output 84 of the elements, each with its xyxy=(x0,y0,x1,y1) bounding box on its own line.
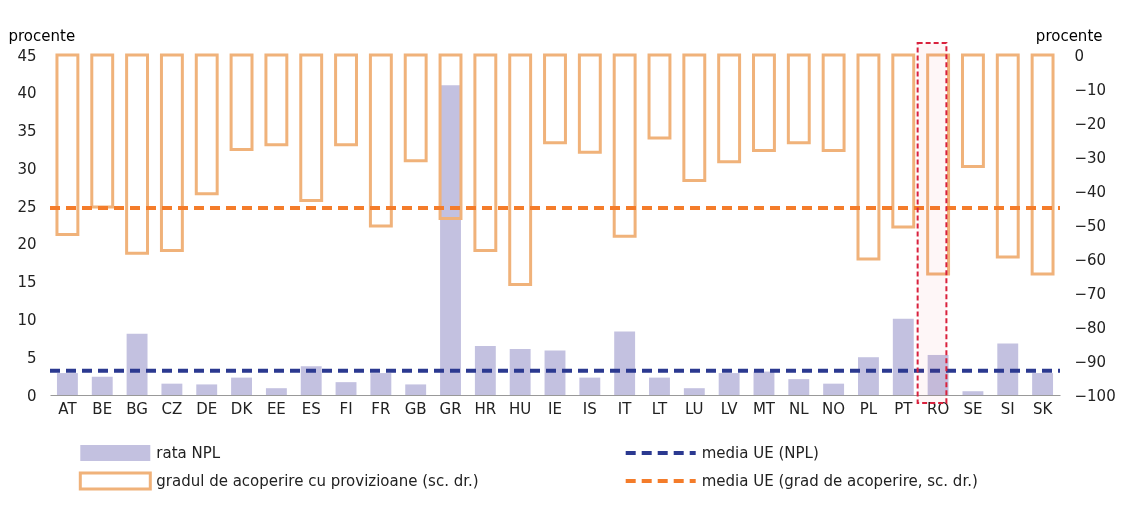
x-tick-label: FR xyxy=(371,399,391,418)
x-tick-label: SE xyxy=(963,399,983,418)
x-tick-label: BG xyxy=(126,399,148,418)
x-tick-label: LT xyxy=(651,399,669,418)
bar xyxy=(962,391,984,395)
bar xyxy=(300,366,322,395)
bar xyxy=(718,373,740,395)
x-tick-label: HR xyxy=(474,399,497,418)
legend-label: rata NPL xyxy=(156,444,221,462)
bar xyxy=(858,357,879,395)
y2-tick-label: 0 xyxy=(1074,46,1085,65)
bar xyxy=(440,85,461,395)
y-axis-title: procente xyxy=(8,26,76,45)
y-tick-label: 10 xyxy=(17,310,37,329)
bar xyxy=(161,383,183,395)
bar xyxy=(91,376,113,395)
y-tick-label: 40 xyxy=(17,84,37,103)
legend-label: gradul de acoperire cu provizioane (sc. dr.) xyxy=(156,472,479,490)
x-tick-label: MT xyxy=(752,399,776,418)
bar xyxy=(997,343,1019,395)
y2-tick-label: −30 xyxy=(1074,148,1107,167)
y2-tick-label: −20 xyxy=(1074,114,1107,133)
y-tick-label: 0 xyxy=(26,386,37,405)
bar xyxy=(753,371,775,395)
bar xyxy=(927,354,949,395)
bar xyxy=(649,377,670,395)
bar xyxy=(474,345,496,395)
y-tick-label: 30 xyxy=(17,159,37,178)
x-tick-label: PT xyxy=(894,399,914,418)
y-tick-label: 35 xyxy=(17,122,37,141)
y2-axis-title: procente xyxy=(1035,26,1103,45)
x-tick-label: DE xyxy=(196,399,218,418)
y-tick-label: 15 xyxy=(17,273,37,292)
legend-label: media UE (NPL) xyxy=(701,444,819,462)
bar xyxy=(509,348,531,395)
y-tick-label: 45 xyxy=(17,46,37,65)
bar xyxy=(56,373,78,395)
x-tick-label: GR xyxy=(439,399,462,418)
y-tick-label: 5 xyxy=(26,348,37,367)
x-tick-label: SI xyxy=(1000,399,1015,418)
x-tick-label: IT xyxy=(617,399,633,418)
y2-tick-label: −50 xyxy=(1074,216,1107,235)
bar xyxy=(196,384,218,395)
x-tick-label: IE xyxy=(548,399,562,418)
bar xyxy=(892,318,914,395)
x-tick-label: IS xyxy=(582,399,597,418)
x-tick-label: NO xyxy=(822,399,846,418)
bar xyxy=(579,377,601,395)
bar xyxy=(405,384,427,395)
x-tick-label: NL xyxy=(789,399,810,418)
bar xyxy=(614,331,636,395)
x-tick-label: CZ xyxy=(161,399,183,418)
y2-tick-label: −80 xyxy=(1074,318,1107,337)
bar xyxy=(823,383,845,395)
x-tick-label: LU xyxy=(685,399,704,418)
x-tick-label: DK xyxy=(230,399,254,418)
y2-tick-label: −40 xyxy=(1074,182,1107,201)
y2-tick-label: −90 xyxy=(1074,352,1107,371)
bar xyxy=(544,350,566,395)
bar xyxy=(683,388,705,395)
y2-tick-label: −60 xyxy=(1074,250,1107,269)
x-tick-label: HU xyxy=(509,399,532,418)
legend-label: media UE (grad de acoperire, sc. dr.) xyxy=(701,472,978,490)
bar xyxy=(126,333,148,395)
x-tick-label: BE xyxy=(92,399,113,418)
bar xyxy=(788,379,810,395)
y2-tick-label: −70 xyxy=(1074,284,1107,303)
x-tick-label: SK xyxy=(1032,399,1054,418)
y2-tick-label: −100 xyxy=(1074,386,1116,405)
bar xyxy=(1032,373,1054,395)
bar xyxy=(265,388,287,395)
x-tick-label: PL xyxy=(859,399,878,418)
y2-tick-label: −10 xyxy=(1074,80,1107,99)
x-tick-label: AT xyxy=(58,399,78,418)
x-tick-label: ES xyxy=(301,399,321,418)
bar xyxy=(335,382,357,395)
x-tick-label: EE xyxy=(266,399,286,418)
bar xyxy=(370,373,392,395)
x-tick-label: GB xyxy=(404,399,427,418)
y-tick-label: 20 xyxy=(17,235,37,254)
x-tick-label: LV xyxy=(720,399,739,418)
y-tick-label: 25 xyxy=(17,197,37,216)
x-tick-label: FI xyxy=(339,399,353,418)
bar xyxy=(231,377,252,395)
